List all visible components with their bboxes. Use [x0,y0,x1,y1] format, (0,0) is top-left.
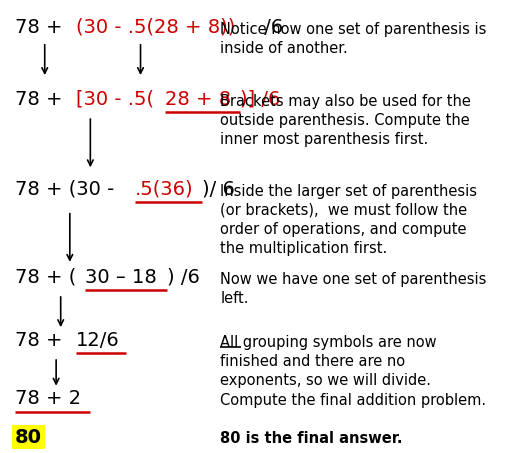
Text: 28 + 8: 28 + 8 [165,90,231,109]
Text: 78 + (: 78 + ( [15,268,77,287]
Text: .5(36): .5(36) [135,180,194,199]
Text: 78 +: 78 + [15,90,69,109]
Text: All: All [220,335,239,350]
Text: 78 +: 78 + [15,18,69,37]
Text: (30 - .5(28 + 8)): (30 - .5(28 + 8)) [77,18,236,37]
Text: )/ 6: )/ 6 [202,180,235,199]
Text: 78 +: 78 + [15,331,69,350]
Text: Now we have one set of parenthesis
left.: Now we have one set of parenthesis left. [220,271,486,306]
Text: Inside the larger set of parenthesis
(or brackets),  we must follow the
order of: Inside the larger set of parenthesis (or… [220,184,477,256]
Text: 12/6: 12/6 [77,331,120,350]
Text: Notice how one set of parenthesis is
inside of another.: Notice how one set of parenthesis is ins… [220,22,486,56]
Text: 78 + 2: 78 + 2 [15,389,81,408]
Text: [30 - .5(: [30 - .5( [77,90,154,109]
Text: Compute the final addition problem.: Compute the final addition problem. [220,393,486,408]
Text: 80: 80 [15,428,42,447]
Text: ) /6: ) /6 [166,268,200,287]
Text: All grouping symbols are now
finished and there are no
exponents, so we will div: All grouping symbols are now finished an… [220,335,437,388]
Text: )] /6: )] /6 [240,90,281,109]
Text: /6: /6 [258,18,283,37]
Text: 30 – 18: 30 – 18 [85,268,157,287]
Text: 78 + (30 -: 78 + (30 - [15,180,120,199]
Text: Brackets may also be used for the
outside parenthesis. Compute the
inner most pa: Brackets may also be used for the outsid… [220,94,471,147]
Text: 80 is the final answer.: 80 is the final answer. [220,431,403,446]
